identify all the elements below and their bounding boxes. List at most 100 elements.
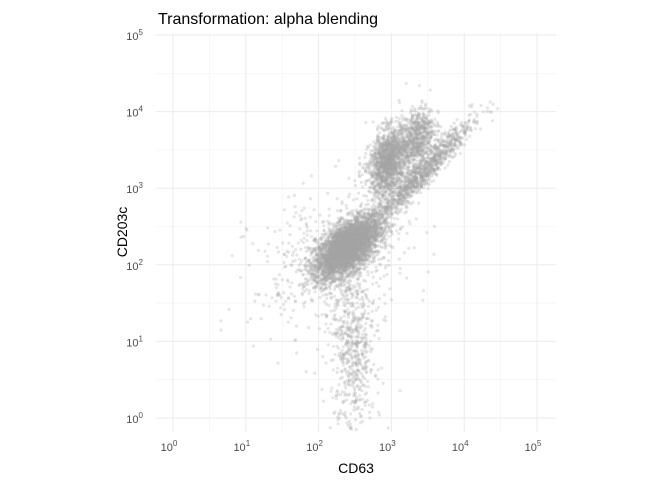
- data-point: [344, 235, 348, 239]
- data-point: [347, 235, 351, 239]
- data-point: [364, 232, 368, 236]
- data-point: [338, 236, 342, 240]
- data-point: [349, 255, 353, 259]
- data-point: [344, 225, 348, 229]
- data-point: [332, 263, 336, 267]
- data-point: [321, 246, 325, 250]
- data-point: [349, 235, 353, 239]
- data-point: [368, 224, 372, 228]
- data-point: [353, 228, 357, 232]
- data-point: [320, 267, 324, 271]
- data-point: [351, 236, 355, 240]
- data-point: [349, 230, 353, 235]
- data-point: [353, 227, 357, 232]
- data-point: [356, 243, 360, 248]
- data-point: [356, 228, 360, 232]
- data-point: [314, 286, 318, 290]
- data-point: [346, 237, 350, 241]
- data-point: [349, 232, 353, 237]
- data-point: [348, 232, 352, 236]
- data-point: [344, 259, 348, 264]
- data-point: [341, 263, 345, 267]
- data-point: [353, 227, 357, 231]
- data-point: [357, 231, 361, 235]
- data-point: [354, 244, 358, 248]
- data-point: [371, 225, 375, 229]
- data-point: [343, 251, 347, 255]
- data-point: [346, 232, 350, 237]
- data-point: [319, 265, 324, 269]
- data-point: [330, 249, 334, 253]
- data-point: [337, 250, 341, 254]
- data-point: [320, 271, 324, 275]
- data-point: [362, 238, 366, 242]
- data-point: [329, 241, 333, 245]
- data-point: [329, 266, 333, 270]
- data-point: [332, 267, 336, 271]
- data-point: [335, 247, 339, 251]
- data-point: [336, 232, 340, 236]
- data-point: [365, 229, 369, 233]
- data-point: [331, 245, 335, 249]
- data-point: [363, 229, 367, 233]
- data-point: [397, 237, 401, 241]
- data-point: [348, 245, 352, 249]
- data-point: [338, 242, 342, 246]
- data-point: [343, 264, 348, 269]
- data-point: [337, 260, 341, 264]
- data-point: [352, 225, 356, 229]
- data-point: [323, 253, 327, 257]
- data-point: [374, 218, 378, 222]
- data-point: [361, 253, 365, 257]
- data-point: [349, 263, 353, 267]
- data-point: [341, 280, 345, 284]
- data-point: [348, 248, 352, 252]
- data-point: [359, 246, 363, 250]
- data-point: [324, 236, 328, 240]
- data-point: [332, 260, 336, 264]
- data-point: [353, 249, 357, 253]
- data-point: [369, 254, 373, 258]
- data-point: [414, 217, 418, 221]
- data-point: [343, 246, 347, 250]
- data-point: [350, 253, 354, 258]
- data-point: [342, 249, 346, 254]
- data-point: [340, 249, 344, 253]
- data-point: [337, 233, 341, 237]
- data-point: [347, 224, 351, 228]
- data-point: [343, 245, 347, 249]
- data-point: [357, 261, 361, 265]
- data-point: [350, 246, 354, 250]
- data-point: [349, 251, 353, 255]
- data-point: [333, 245, 337, 249]
- data-point: [359, 246, 363, 250]
- data-point: [356, 240, 360, 244]
- data-point: [357, 212, 361, 216]
- data-point: [319, 282, 323, 286]
- data-point: [365, 239, 369, 243]
- data-point: [341, 260, 345, 264]
- data-point: [332, 253, 336, 257]
- data-point: [375, 232, 379, 236]
- data-point: [316, 270, 320, 274]
- data-point: [369, 213, 373, 217]
- data-point: [351, 249, 355, 253]
- data-point: [339, 266, 343, 270]
- data-point: [357, 229, 361, 234]
- data-point: [343, 225, 347, 229]
- data-point: [373, 230, 377, 234]
- data-point: [336, 253, 340, 257]
- data-point: [347, 238, 351, 242]
- data-point: [342, 282, 347, 286]
- data-point: [345, 261, 349, 265]
- data-point: [360, 257, 364, 261]
- data-point: [349, 242, 353, 246]
- data-point: [322, 254, 326, 258]
- data-point: [340, 249, 344, 253]
- data-point: [346, 248, 350, 253]
- data-point: [363, 224, 367, 228]
- data-point: [338, 244, 343, 248]
- data-point: [364, 256, 368, 260]
- data-point: [364, 232, 369, 236]
- data-point: [373, 229, 377, 234]
